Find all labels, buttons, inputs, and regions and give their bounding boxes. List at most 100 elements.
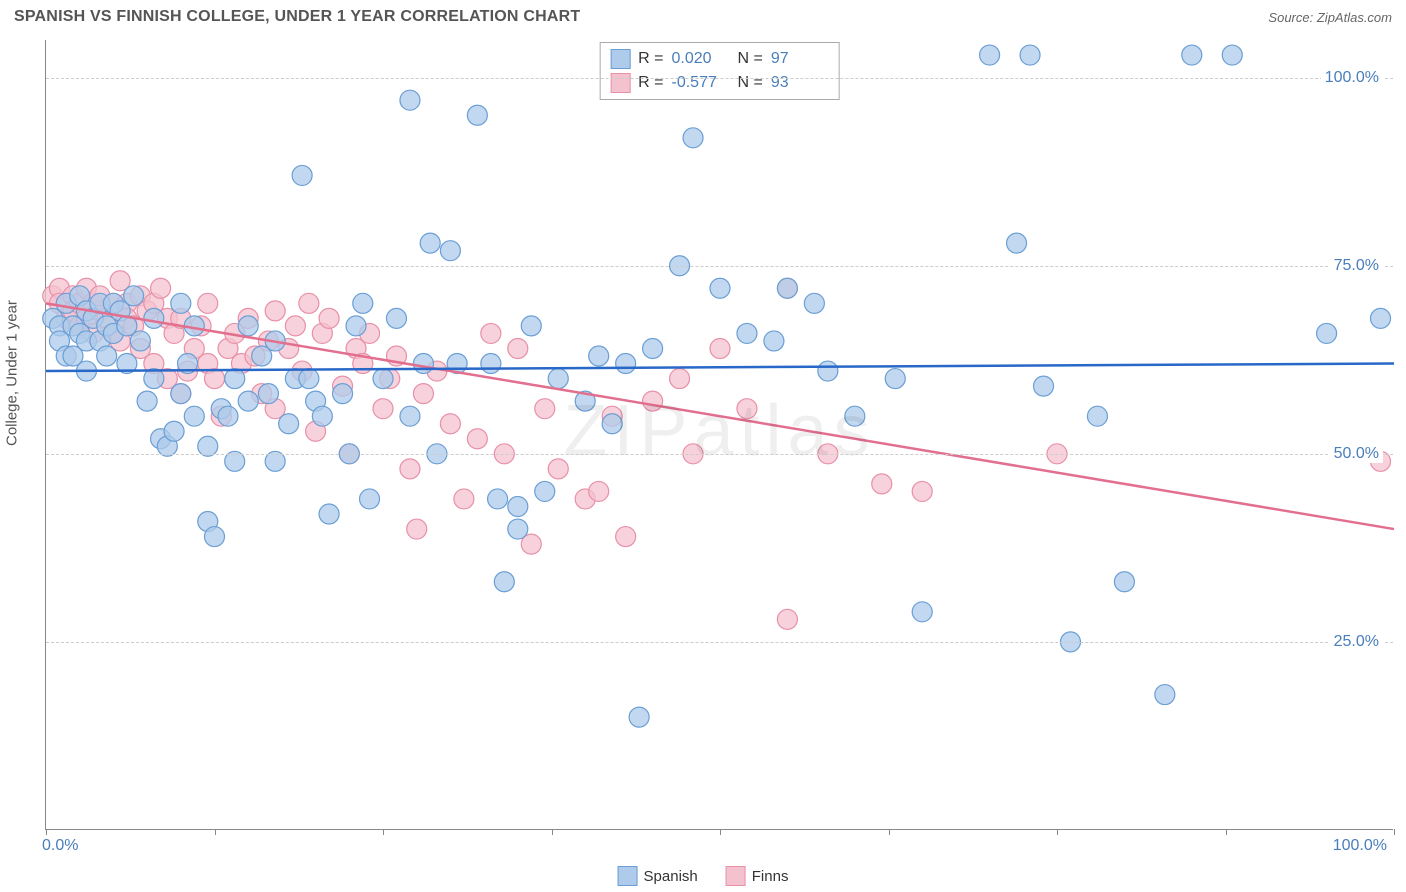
legend: Spanish Finns (618, 866, 789, 886)
scatter-point-spanish (1182, 45, 1202, 65)
scatter-point-spanish (373, 369, 393, 389)
scatter-point-spanish (1222, 45, 1242, 65)
scatter-point-spanish (420, 233, 440, 253)
r-value-spanish: 0.020 (672, 47, 730, 71)
scatter-point-spanish (980, 45, 1000, 65)
scatter-point-spanish (885, 369, 905, 389)
scatter-point-spanish (319, 504, 339, 524)
scatter-point-finns (481, 323, 501, 343)
xlabel-start: 0.0% (42, 837, 78, 855)
scatter-point-finns (508, 338, 528, 358)
legend-item-finns: Finns (726, 866, 789, 886)
xtick (215, 829, 216, 835)
scatter-point-spanish (137, 391, 157, 411)
scatter-point-spanish (258, 384, 278, 404)
scatter-point-spanish (225, 369, 245, 389)
scatter-point-spanish (616, 354, 636, 374)
chart-area: ZIPatlas R = 0.020 N = 97 R = -0.577 N =… (45, 40, 1393, 830)
scatter-point-finns (548, 459, 568, 479)
ytick-label: 75.0% (1330, 257, 1383, 275)
source-attribution: Source: ZipAtlas.com (1268, 10, 1392, 25)
scatter-point-spanish (643, 338, 663, 358)
scatter-point-spanish (238, 391, 258, 411)
y-axis-label: College, Under 1 year (4, 300, 21, 446)
scatter-point-spanish (777, 278, 797, 298)
xtick (720, 829, 721, 835)
scatter-point-spanish (737, 323, 757, 343)
scatter-point-spanish (1020, 45, 1040, 65)
chart-title: SPANISH VS FINNISH COLLEGE, UNDER 1 YEAR… (14, 8, 580, 26)
scatter-point-spanish (548, 369, 568, 389)
scatter-point-spanish (1317, 323, 1337, 343)
scatter-point-spanish (299, 369, 319, 389)
scatter-point-finns (205, 369, 225, 389)
scatter-point-spanish (508, 496, 528, 516)
xlabel-end: 100.0% (1333, 837, 1387, 855)
scatter-point-spanish (1371, 308, 1391, 328)
scatter-point-spanish (312, 406, 332, 426)
legend-label-finns: Finns (752, 868, 789, 885)
scatter-point-spanish (629, 707, 649, 727)
scatter-point-finns (407, 519, 427, 539)
scatter-point-finns (299, 293, 319, 313)
r-label: R = (638, 47, 663, 71)
scatter-point-finns (710, 338, 730, 358)
stats-legend: R = 0.020 N = 97 R = -0.577 N = 93 (599, 42, 840, 100)
legend-swatch-spanish-icon (618, 866, 638, 886)
scatter-point-spanish (683, 128, 703, 148)
scatter-point-spanish (818, 361, 838, 381)
scatter-point-finns (373, 399, 393, 419)
scatter-point-finns (265, 301, 285, 321)
scatter-point-spanish (218, 406, 238, 426)
scatter-point-spanish (1155, 685, 1175, 705)
gridline (46, 454, 1393, 455)
scatter-point-finns (285, 316, 305, 336)
scatter-point-spanish (804, 293, 824, 313)
scatter-point-spanish (535, 481, 555, 501)
scatter-point-finns (198, 293, 218, 313)
scatter-point-spanish (333, 384, 353, 404)
n-value-spanish: 97 (771, 47, 829, 71)
scatter-point-spanish (400, 406, 420, 426)
ytick-label: 50.0% (1330, 445, 1383, 463)
legend-swatch-finns-icon (726, 866, 746, 886)
scatter-point-finns (400, 459, 420, 479)
scatter-point-spanish (481, 354, 501, 374)
legend-label-spanish: Spanish (644, 868, 698, 885)
gridline (46, 78, 1393, 79)
swatch-spanish-icon (610, 49, 630, 69)
n-value-finns: 93 (771, 71, 829, 95)
scatter-point-finns (589, 481, 609, 501)
xtick (383, 829, 384, 835)
scatter-point-spanish (467, 105, 487, 125)
scatter-point-finns (413, 384, 433, 404)
scatter-point-spanish (353, 293, 373, 313)
xtick (1226, 829, 1227, 835)
legend-item-spanish: Spanish (618, 866, 698, 886)
scatter-point-finns (319, 308, 339, 328)
scatter-point-spanish (144, 308, 164, 328)
stats-row-spanish: R = 0.020 N = 97 (610, 47, 829, 71)
scatter-point-finns (467, 429, 487, 449)
scatter-point-finns (777, 609, 797, 629)
scatter-point-spanish (184, 406, 204, 426)
scatter-point-spanish (710, 278, 730, 298)
scatter-point-spanish (589, 346, 609, 366)
plot-svg (46, 40, 1393, 829)
xtick (46, 829, 47, 835)
scatter-point-finns (454, 489, 474, 509)
scatter-point-spanish (764, 331, 784, 351)
scatter-point-spanish (1007, 233, 1027, 253)
scatter-point-spanish (97, 346, 117, 366)
r-label: R = (638, 71, 663, 95)
scatter-point-finns (616, 527, 636, 547)
stats-row-finns: R = -0.577 N = 93 (610, 71, 829, 95)
scatter-point-spanish (124, 286, 144, 306)
scatter-point-spanish (130, 331, 150, 351)
scatter-point-spanish (386, 308, 406, 328)
scatter-point-spanish (845, 406, 865, 426)
ytick-label: 100.0% (1321, 69, 1383, 87)
trendline-finns (46, 303, 1394, 529)
scatter-point-spanish (400, 90, 420, 110)
scatter-point-spanish (508, 519, 528, 539)
